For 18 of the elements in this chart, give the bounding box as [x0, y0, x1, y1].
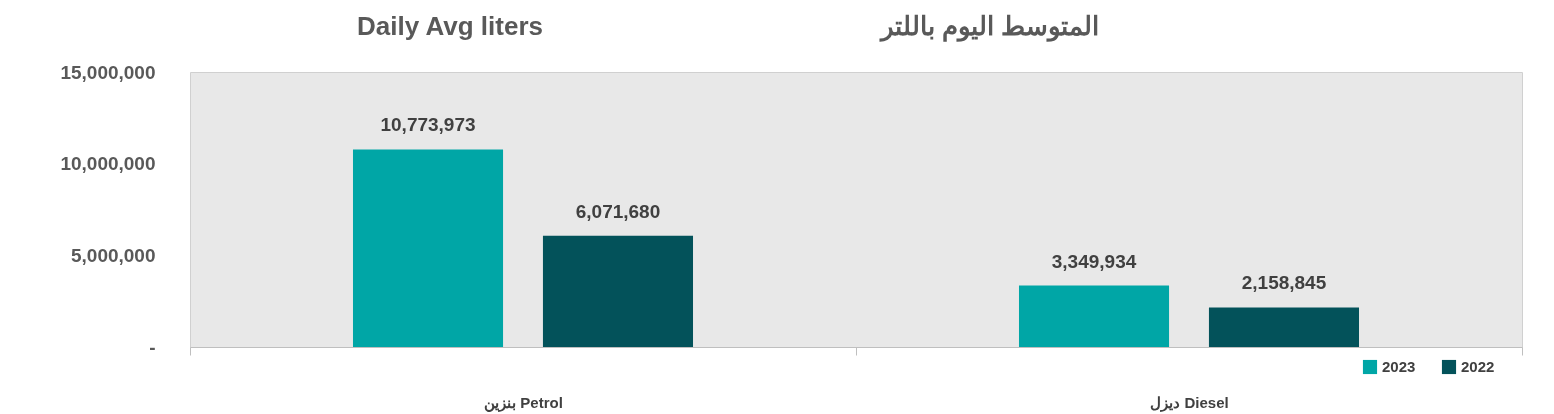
chart-title: Daily Avg liters	[357, 11, 543, 41]
y-tick-label: 5,000,000	[70, 244, 156, 266]
chart-subtitle: المتوسط اليوم باللتر	[878, 11, 1100, 42]
legend-label: 2023	[1382, 358, 1416, 375]
y-tick-label: 10,000,000	[60, 153, 156, 175]
x-tick-label: بنزين Petrol	[484, 393, 563, 412]
bar	[542, 235, 694, 347]
bar	[1018, 285, 1170, 347]
data-label: 10,773,973	[380, 114, 476, 136]
data-label: 3,349,934	[1051, 250, 1137, 272]
y-tick-label: 15,000,000	[60, 61, 156, 83]
data-label: 6,071,680	[575, 200, 661, 222]
y-tick-label: -	[149, 336, 156, 358]
data-label: 2,158,845	[1241, 272, 1327, 294]
bar	[1208, 307, 1360, 347]
x-tick-label: ديزل Diesel	[1150, 393, 1229, 412]
bar	[352, 149, 504, 347]
legend-label: 2022	[1461, 358, 1495, 375]
